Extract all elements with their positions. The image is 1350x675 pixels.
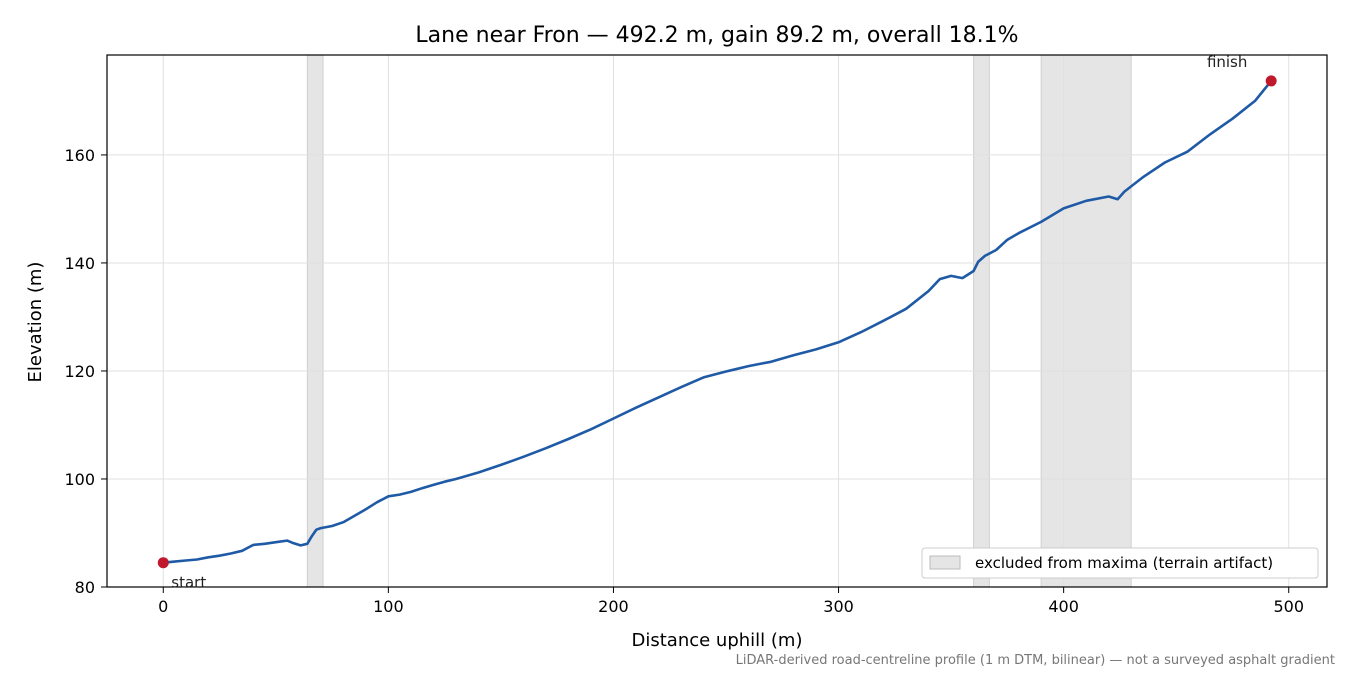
annotations: start finish	[171, 53, 1247, 592]
finish-marker	[1265, 75, 1277, 87]
y-tick-label: 120	[64, 362, 95, 381]
x-tick-label: 500	[1273, 597, 1304, 616]
excluded-band-1	[973, 54, 990, 588]
y-tick-label: 160	[64, 146, 95, 165]
x-tick-label: 0	[158, 597, 168, 616]
legend-label: excluded from maxima (terrain artifact)	[975, 554, 1273, 572]
x-axis-label: Distance uphill (m)	[632, 630, 803, 651]
start-annotation: start	[171, 574, 206, 592]
excluded-bands	[306, 54, 1132, 588]
x-tick-label: 200	[598, 597, 629, 616]
excluded-band-0	[306, 54, 324, 588]
x-axis: 0 100 200 300 400 500	[158, 587, 1304, 616]
elevation-line	[162, 79, 1273, 564]
x-tick-label: 300	[823, 597, 854, 616]
y-axis: 80 100 120 140 160	[64, 146, 107, 597]
y-tick-label: 80	[75, 578, 95, 597]
grid-lines	[107, 55, 1327, 588]
start-marker	[157, 557, 169, 569]
y-axis-label: Elevation (m)	[25, 262, 46, 383]
legend: excluded from maxima (terrain artifact)	[921, 547, 1319, 579]
excluded-band-2	[1040, 54, 1132, 588]
chart-title: Lane near Fron — 492.2 m, gain 89.2 m, o…	[415, 23, 1018, 48]
plot-area	[157, 75, 1277, 569]
footnote: LiDAR-derived road-centreline profile (1…	[736, 653, 1335, 668]
legend-box	[921, 547, 1319, 579]
plot-frame	[106, 54, 1328, 588]
x-tick-label: 100	[373, 597, 404, 616]
y-tick-label: 140	[64, 254, 95, 273]
y-tick-label: 100	[64, 470, 95, 489]
x-tick-label: 400	[1048, 597, 1079, 616]
legend-swatch	[929, 555, 961, 570]
finish-annotation: finish	[1207, 53, 1247, 71]
